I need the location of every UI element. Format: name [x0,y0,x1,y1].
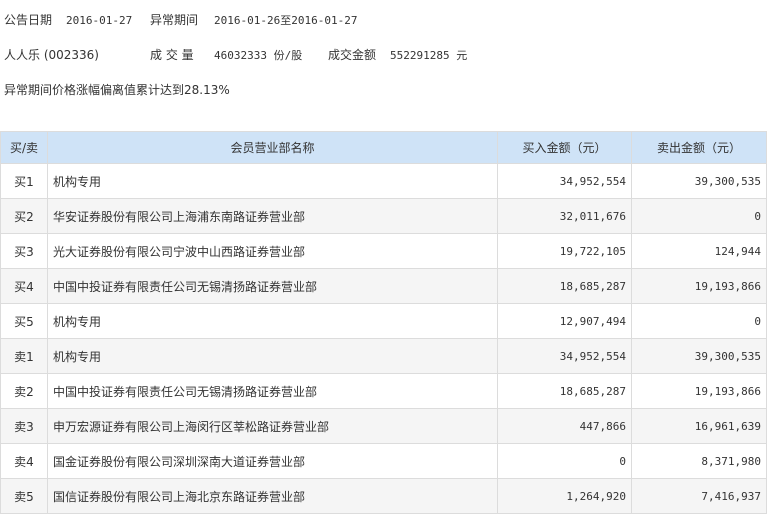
table-row: 卖1 机构专用 34,952,554 39,300,535 [0,338,767,374]
table-row: 卖4 国金证券股份有限公司深圳深南大道证券营业部 0 8,371,980 [0,443,767,479]
period-value: 2016-01-26至2016-01-27 [214,14,358,27]
volume-value: 46032333 份/股 [214,49,303,62]
side-cell: 卖2 [0,373,48,409]
table-row: 买4 中国中投证券有限责任公司无锡清扬路证券营业部 18,685,287 19,193… [0,268,767,304]
sell-amount-cell: 39,300,535 [631,338,767,374]
stock-name: 人人乐 (002336) [4,48,99,62]
deviation-note: 异常期间价格涨幅偏离值累计达到28.13% [4,83,230,97]
branch-cell: 华安证券股份有限公司上海浦东南路证券营业部 [47,198,498,234]
branch-cell: 国信证券股份有限公司上海北京东路证券营业部 [47,478,498,514]
buy-amount-cell: 0 [497,443,632,479]
period-label: 异常期间 [150,13,199,27]
header-sell: 卖出金额（元） [631,131,767,164]
amount-value: 552291285 元 [390,49,468,62]
sell-amount-cell: 0 [631,303,767,339]
table-row: 买1 机构专用 34,952,554 39,300,535 [0,163,767,199]
header-buy: 买入金额（元） [497,131,632,164]
branch-cell: 机构专用 [47,338,498,374]
sell-amount-cell: 0 [631,198,767,234]
buy-amount-cell: 19,722,105 [497,233,632,269]
info-line-1: 公告日期 2016-01-27 异常期间 2016-01-26至2016-01-27 [4,11,357,28]
branch-cell: 国金证券股份有限公司深圳深南大道证券营业部 [47,443,498,479]
buy-amount-cell: 1,264,920 [497,478,632,514]
side-cell: 卖3 [0,408,48,444]
side-cell: 买2 [0,198,48,234]
buy-amount-cell: 12,907,494 [497,303,632,339]
announce-date: 2016-01-27 [66,14,133,27]
buy-amount-cell: 34,952,554 [497,163,632,199]
info-line-2: 人人乐 (002336) 成 交 量 46032333 份/股 成交金额 5522912… [4,46,467,63]
buy-amount-cell: 18,685,287 [497,373,632,409]
branch-cell: 机构专用 [47,163,498,199]
side-cell: 买4 [0,268,48,304]
announce-date-label: 公告日期 [4,13,53,27]
branch-cell: 机构专用 [47,303,498,339]
branch-cell: 中国中投证券有限责任公司无锡清扬路证券营业部 [47,373,498,409]
table-row: 买3 光大证券股份有限公司宁波中山西路证券营业部 19,722,105 124,944 [0,233,767,269]
trading-seats-table: 买/卖 会员营业部名称 买入金额（元） 卖出金额（元） 买1 机构专用 34,952… [0,131,767,514]
sell-amount-cell: 16,961,639 [631,408,767,444]
sell-amount-cell: 19,193,866 [631,373,767,409]
side-cell: 卖5 [0,478,48,514]
table-row: 买5 机构专用 12,907,494 0 [0,303,767,339]
buy-amount-cell: 447,866 [497,408,632,444]
sell-amount-cell: 8,371,980 [631,443,767,479]
side-cell: 买5 [0,303,48,339]
branch-cell: 申万宏源证券有限公司上海闵行区莘松路证券营业部 [47,408,498,444]
side-cell: 买3 [0,233,48,269]
volume-label: 成 交 量 [150,48,194,62]
sell-amount-cell: 124,944 [631,233,767,269]
table-row: 卖2 中国中投证券有限责任公司无锡清扬路证券营业部 18,685,287 19,193… [0,373,767,409]
sell-amount-cell: 19,193,866 [631,268,767,304]
sell-amount-cell: 7,416,937 [631,478,767,514]
buy-amount-cell: 34,952,554 [497,338,632,374]
table-row: 买2 华安证券股份有限公司上海浦东南路证券营业部 32,011,676 0 [0,198,767,234]
table-row: 卖5 国信证券股份有限公司上海北京东路证券营业部 1,264,920 7,416,93… [0,478,767,514]
header-branch: 会员营业部名称 [47,131,498,164]
branch-cell: 中国中投证券有限责任公司无锡清扬路证券营业部 [47,268,498,304]
header-side: 买/卖 [0,131,48,164]
sell-amount-cell: 39,300,535 [631,163,767,199]
branch-cell: 光大证券股份有限公司宁波中山西路证券营业部 [47,233,498,269]
buy-amount-cell: 32,011,676 [497,198,632,234]
table-header: 买/卖 会员营业部名称 买入金额（元） 卖出金额（元） [0,131,767,164]
side-cell: 买1 [0,163,48,199]
table-row: 卖3 申万宏源证券有限公司上海闵行区莘松路证券营业部 447,866 16,961,6… [0,408,767,444]
side-cell: 卖1 [0,338,48,374]
buy-amount-cell: 18,685,287 [497,268,632,304]
side-cell: 卖4 [0,443,48,479]
amount-label: 成交金额 [328,48,377,62]
